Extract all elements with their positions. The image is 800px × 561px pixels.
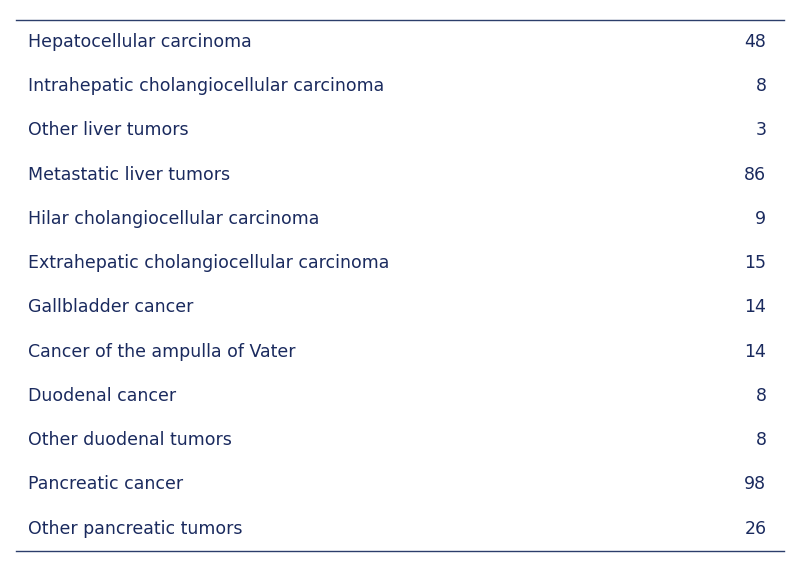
Text: 26: 26 bbox=[744, 519, 766, 538]
Text: Duodenal cancer: Duodenal cancer bbox=[28, 387, 176, 405]
Text: 3: 3 bbox=[755, 121, 766, 139]
Text: 8: 8 bbox=[755, 431, 766, 449]
Text: Hilar cholangiocellular carcinoma: Hilar cholangiocellular carcinoma bbox=[28, 210, 319, 228]
Text: Intrahepatic cholangiocellular carcinoma: Intrahepatic cholangiocellular carcinoma bbox=[28, 77, 384, 95]
Text: Extrahepatic cholangiocellular carcinoma: Extrahepatic cholangiocellular carcinoma bbox=[28, 254, 390, 272]
Text: 9: 9 bbox=[755, 210, 766, 228]
Text: Other liver tumors: Other liver tumors bbox=[28, 121, 189, 139]
Text: Hepatocellular carcinoma: Hepatocellular carcinoma bbox=[28, 33, 252, 51]
Text: Other pancreatic tumors: Other pancreatic tumors bbox=[28, 519, 242, 538]
Text: Gallbladder cancer: Gallbladder cancer bbox=[28, 298, 194, 316]
Text: Metastatic liver tumors: Metastatic liver tumors bbox=[28, 165, 230, 183]
Text: Pancreatic cancer: Pancreatic cancer bbox=[28, 476, 183, 494]
Text: 8: 8 bbox=[755, 387, 766, 405]
Text: Other duodenal tumors: Other duodenal tumors bbox=[28, 431, 232, 449]
Text: 15: 15 bbox=[744, 254, 766, 272]
Text: Cancer of the ampulla of Vater: Cancer of the ampulla of Vater bbox=[28, 343, 295, 361]
Text: 86: 86 bbox=[744, 165, 766, 183]
Text: 48: 48 bbox=[745, 33, 766, 51]
Text: 14: 14 bbox=[745, 298, 766, 316]
Text: 8: 8 bbox=[755, 77, 766, 95]
Text: 14: 14 bbox=[745, 343, 766, 361]
Text: 98: 98 bbox=[744, 476, 766, 494]
